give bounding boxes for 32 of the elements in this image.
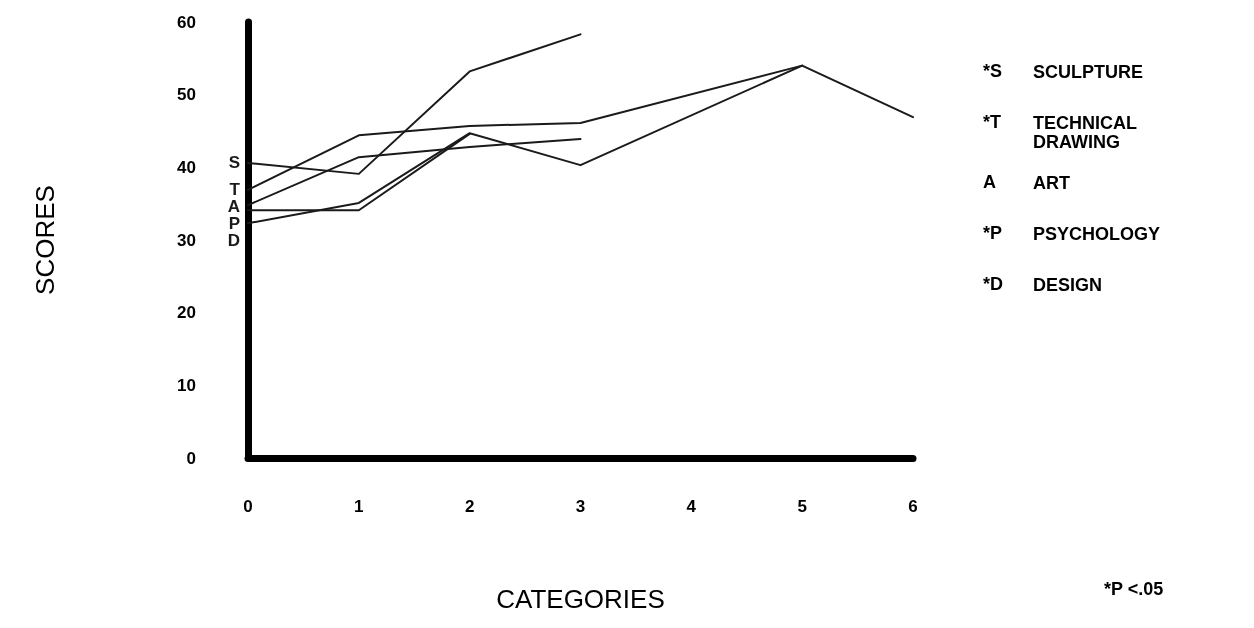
y-tick-label: 50 (177, 85, 196, 105)
text: ART (1033, 172, 1070, 193)
y-tick-label: 0 (186, 448, 196, 468)
text: *P (983, 223, 1003, 243)
x-tick-label: 6 (908, 497, 918, 516)
y-tick-label: 30 (177, 230, 196, 250)
series-label: A (227, 197, 240, 217)
series-label: T (229, 180, 241, 200)
y-tick-label: 20 (177, 303, 196, 323)
y-tick-label: 60 (177, 12, 196, 32)
text: *T (983, 112, 1001, 132)
y-axis-title: SCORES (30, 185, 60, 295)
text: *S (983, 61, 1003, 81)
text: *P <.05 (1104, 579, 1164, 599)
y-tick-label: 40 (177, 157, 196, 177)
x-axis-title: CATEGORIES (496, 584, 665, 614)
x-tick-label: 1 (354, 497, 364, 516)
text: SCULPTURE (1033, 61, 1144, 82)
text: A (983, 172, 996, 192)
x-tick-label: 4 (686, 497, 697, 516)
text: *D (983, 274, 1004, 294)
text: PSYCHOLOGY (1033, 223, 1161, 244)
text: TECHNICAL DRAWING (1033, 112, 1137, 152)
x-tick-label: 3 (575, 497, 586, 516)
text: DESIGN (1033, 274, 1103, 295)
x-tick-label: 5 (797, 497, 807, 516)
y-tick-label: 10 (177, 375, 196, 395)
x-tick-label: 0 (243, 497, 253, 516)
series-label: S (228, 153, 240, 173)
series-label: P (228, 214, 240, 234)
series-label: D (227, 231, 240, 251)
x-tick-label: 2 (464, 497, 475, 516)
